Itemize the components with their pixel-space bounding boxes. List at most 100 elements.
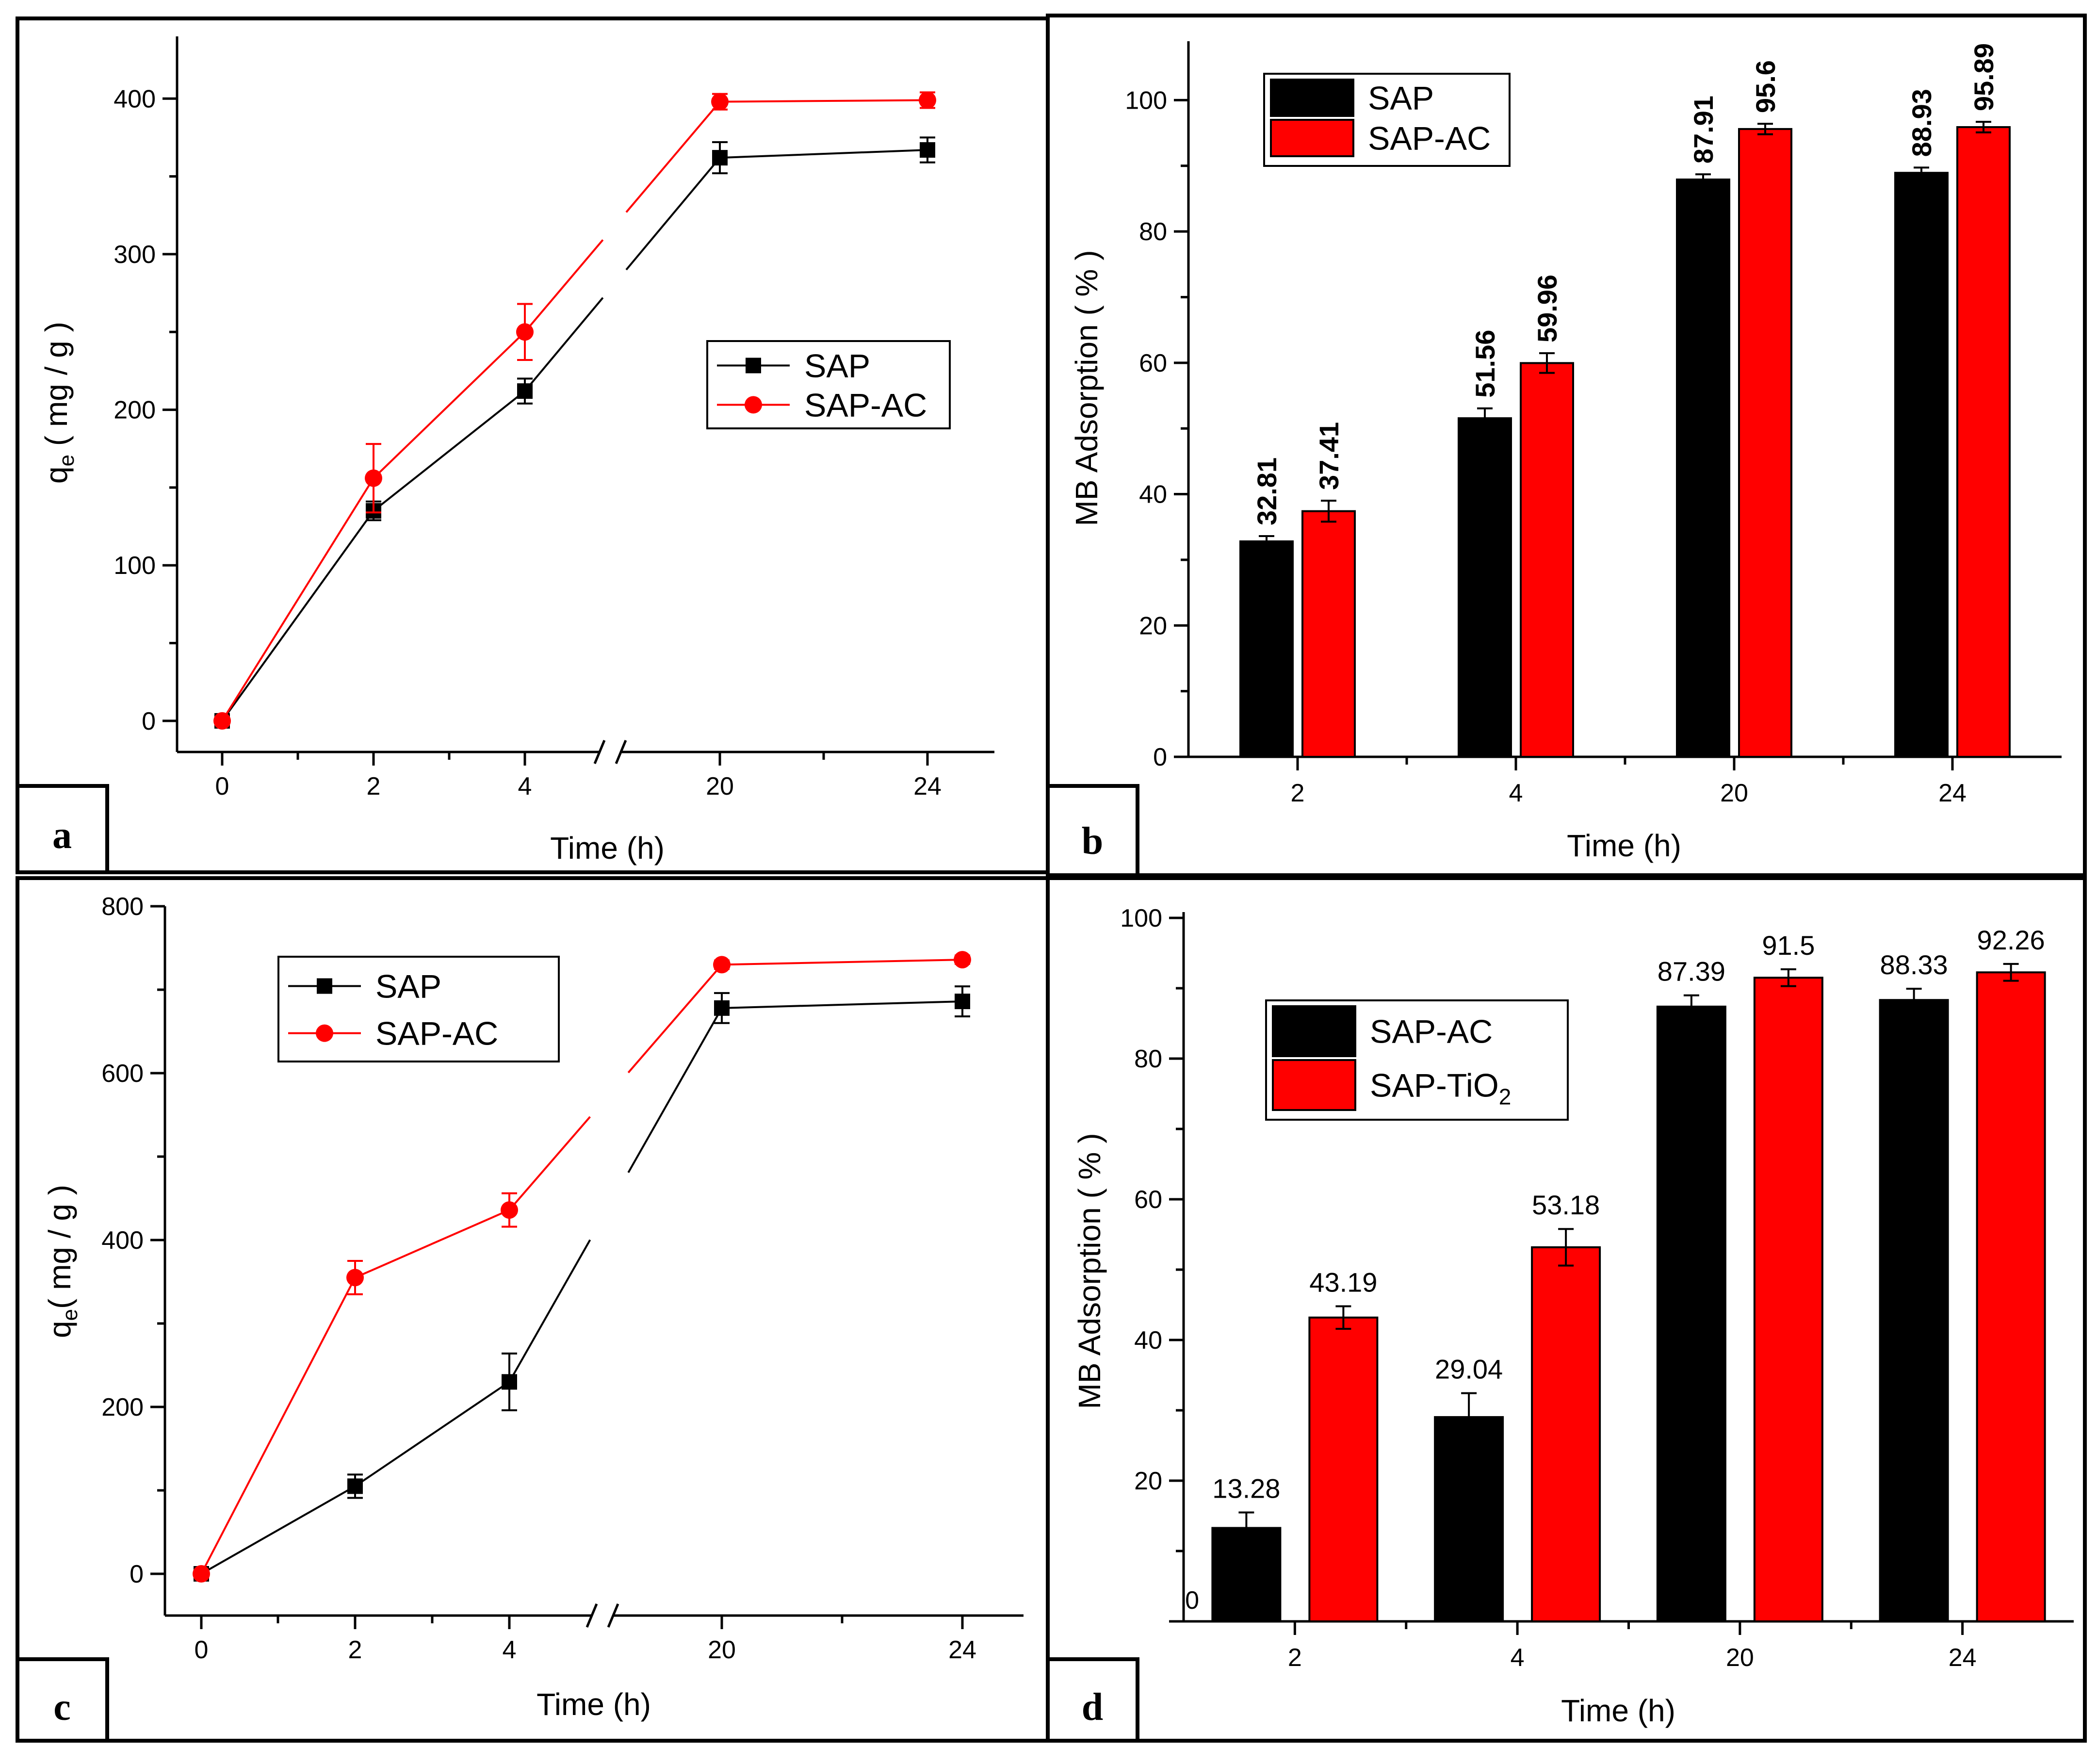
y-axis-title: MB Adsorption ( % ) — [1069, 250, 1104, 526]
series-line-0 — [373, 390, 526, 512]
data-label: 43.19 — [1309, 1267, 1377, 1298]
y-tick-label: 60 — [1134, 1186, 1162, 1214]
x-tick-label: 2 — [367, 772, 381, 800]
series-line-1 — [373, 331, 526, 479]
data-point-square — [712, 150, 728, 166]
y-axis-title: MB Adsorption ( % ) — [1072, 1133, 1107, 1409]
axis-break-mark — [607, 1603, 619, 1628]
legend-marker-circle — [745, 396, 762, 414]
legend-label: SAP-AC — [804, 387, 927, 424]
data-point-square — [920, 142, 935, 158]
x-axis-title: Time (h) — [550, 831, 665, 866]
data-label: 88.33 — [1880, 949, 1948, 980]
data-point-circle — [711, 93, 729, 111]
legend-marker-square — [317, 978, 332, 994]
y-tick-label: 0 — [142, 707, 156, 735]
series-line-0 — [625, 157, 721, 271]
x-tick-label: 0 — [215, 772, 229, 800]
x-tick-label: 4 — [518, 772, 532, 800]
series-line-1 — [719, 99, 928, 103]
y-tick-label: 100 — [114, 552, 156, 580]
data-label: 87.39 — [1658, 956, 1725, 987]
series-line-0 — [721, 1000, 963, 1009]
legend-label: SAP-AC — [1370, 1013, 1493, 1050]
data-label: 32.81 — [1252, 457, 1282, 525]
legend-box — [706, 340, 951, 429]
data-point-circle — [213, 712, 231, 730]
y-tick-label: 80 — [1139, 218, 1167, 246]
data-point-circle — [713, 956, 731, 974]
x-tick-label: 2 — [1288, 1644, 1302, 1672]
data-label: 37.41 — [1314, 422, 1344, 490]
data-label: 88.93 — [1906, 89, 1937, 157]
legend-label: SAP-AC — [375, 1015, 498, 1052]
x-tick-label: 20 — [1726, 1644, 1754, 1672]
data-point-square — [955, 994, 970, 1010]
legend-label: SAP — [375, 968, 441, 1005]
bar-series2 — [1753, 977, 1823, 1622]
y-tick-label: 600 — [101, 1060, 144, 1088]
y-tick-label: 100 — [1120, 904, 1162, 932]
x-tick-label: 20 — [1720, 779, 1748, 807]
series-line-0 — [524, 297, 604, 392]
data-point-square — [347, 1478, 363, 1494]
series-line-1 — [200, 1277, 356, 1574]
y-tick-label: 60 — [1139, 349, 1167, 377]
bar-series1 — [1676, 179, 1730, 758]
legend-label: SAP-AC — [1368, 120, 1491, 157]
series-line-0 — [719, 149, 928, 159]
y-axis-title: qe ( mg / g ) — [39, 322, 79, 484]
y-tick-label: 800 — [101, 893, 144, 921]
data-label: 59.96 — [1532, 275, 1562, 343]
legend-marker-circle — [316, 1024, 333, 1042]
data-point-square — [502, 1374, 517, 1390]
data-label: 92.26 — [1977, 925, 2045, 955]
data-label: 95.89 — [1968, 43, 1999, 111]
series-line-0 — [627, 1007, 723, 1173]
x-tick-label: 4 — [1511, 1644, 1525, 1672]
data-label: 91.5 — [1762, 930, 1815, 961]
axis-break-mark — [615, 740, 627, 764]
y-tick-label: 40 — [1134, 1326, 1162, 1355]
x-tick-label: 24 — [1949, 1644, 1977, 1672]
series-line-0 — [221, 510, 374, 722]
data-label: 87.91 — [1688, 96, 1719, 163]
y-tick-label: 300 — [114, 241, 156, 269]
legend-box — [277, 956, 560, 1062]
legend-swatch — [1270, 119, 1354, 157]
data-point-circle — [516, 323, 534, 341]
panel-a-tag: a — [52, 814, 72, 857]
panel-d-tag: d — [1082, 1686, 1104, 1729]
bar-series1 — [1894, 172, 1949, 758]
series-line-1 — [627, 964, 723, 1074]
data-label: 29.04 — [1435, 1354, 1503, 1385]
x-tick-label: 2 — [348, 1636, 362, 1664]
data-point-circle — [193, 1565, 210, 1583]
bar-series2 — [1976, 971, 2046, 1622]
data-label: 51.56 — [1470, 330, 1500, 398]
x-tick-label: 20 — [708, 1636, 736, 1664]
axis-break-mark — [585, 1603, 598, 1628]
legend-swatch — [1270, 79, 1354, 117]
x-axis-title: Time (h) — [1567, 828, 1681, 863]
legend-swatch — [1272, 1059, 1356, 1111]
y-tick-label: 20 — [1139, 612, 1167, 640]
panel-a-tag-box — [16, 784, 109, 874]
bar-series2 — [1738, 128, 1792, 758]
series-line-1 — [355, 1209, 510, 1279]
panel-b-tag: b — [1082, 820, 1104, 863]
y-axis-title: qe( mg / g ) — [42, 1185, 82, 1338]
x-tick-label: 24 — [948, 1636, 976, 1664]
bar-series2 — [1308, 1316, 1379, 1623]
data-point-circle — [501, 1201, 518, 1219]
bar-series1 — [1458, 417, 1512, 758]
panel-b-frame — [1046, 14, 2087, 877]
y-tick-label: 0 — [1153, 743, 1167, 771]
panel-d-tag-box — [1046, 1657, 1139, 1743]
x-tick-label: 4 — [1509, 779, 1523, 807]
panel-c-tag-box — [16, 1657, 109, 1743]
bar-series1 — [1656, 1005, 1726, 1622]
panel-b-tag-box — [1046, 784, 1139, 877]
bar-series2 — [1301, 510, 1356, 758]
